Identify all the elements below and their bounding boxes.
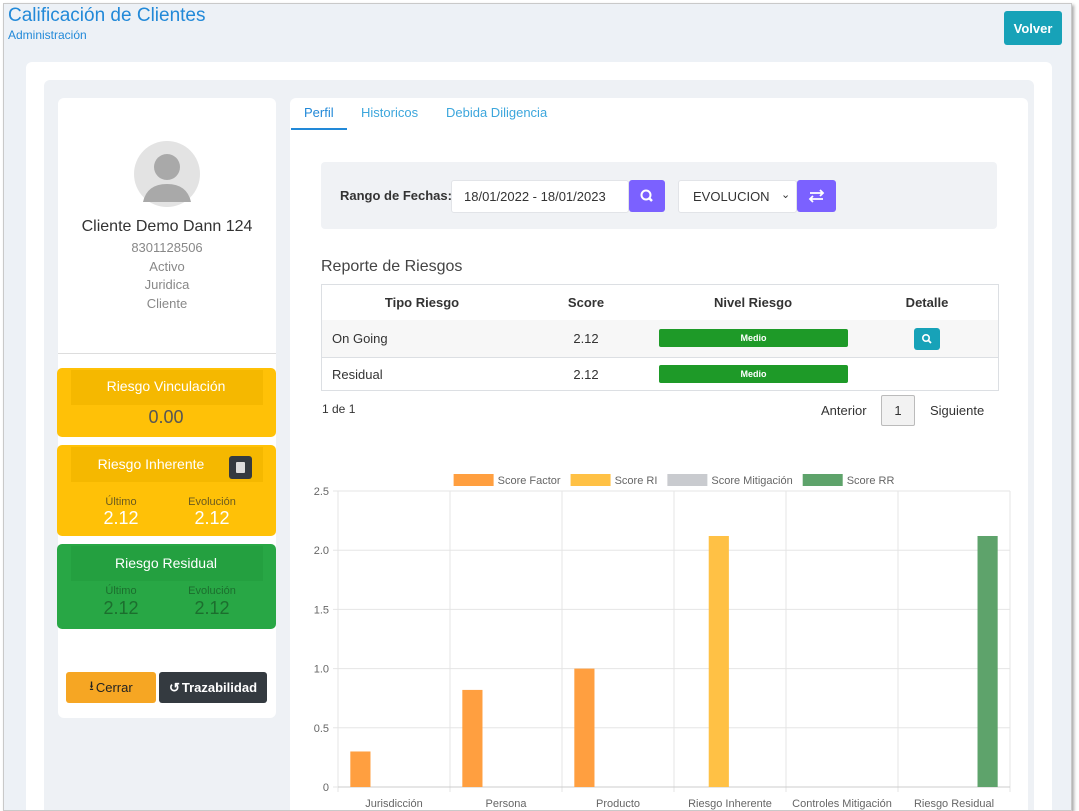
window: Calificación de Clientes Administración … xyxy=(3,3,1072,811)
x-tick-label: Persona xyxy=(486,798,528,810)
previous-page[interactable]: Anterior xyxy=(821,403,867,418)
avatar xyxy=(134,141,200,207)
bar xyxy=(350,751,371,787)
client-role: Cliente xyxy=(146,296,188,311)
close-button[interactable]: ⭳ Cerrar xyxy=(66,672,156,703)
y-tick-label: 0 xyxy=(323,782,329,794)
x-tick-label: Controles Mitigación xyxy=(792,798,892,810)
cell: Residual xyxy=(332,367,383,382)
mode-value: EVOLUCION xyxy=(693,189,770,204)
search-button[interactable] xyxy=(629,180,665,212)
legend-label: Score RI xyxy=(615,475,658,487)
trace-button[interactable]: ↺ Trazabilidad xyxy=(159,672,267,703)
column-header: Detalle xyxy=(905,295,949,310)
y-tick-label: 2.5 xyxy=(314,486,329,498)
date-range: 18/01/2022 - 18/01/2023 xyxy=(464,189,606,204)
cell: 2.12 xyxy=(573,331,599,346)
tab[interactable]: Debida Diligencia xyxy=(446,105,548,120)
detail-button[interactable] xyxy=(914,328,940,350)
legend-swatch xyxy=(802,474,843,486)
tab[interactable]: Historicos xyxy=(361,105,419,120)
y-tick-label: 1.5 xyxy=(314,604,329,616)
page-number[interactable]: 1 xyxy=(881,395,915,426)
breadcrumb[interactable]: Administración xyxy=(8,28,87,42)
evolution-value: 2.12 xyxy=(194,508,230,528)
x-tick-label: Producto xyxy=(596,798,640,810)
risk-card: Riesgo Inherente Último 2.12 Evolución 2… xyxy=(57,445,276,536)
y-tick-label: 1.0 xyxy=(314,664,329,676)
risk-table: Tipo Riesgo Score Nivel Riesgo Detalle O… xyxy=(321,284,999,391)
x-tick-label: Jurisdicción xyxy=(365,798,422,810)
client-name: Cliente Demo Dann 124 xyxy=(81,218,253,235)
next-page[interactable]: Siguiente xyxy=(930,403,985,418)
mode-select[interactable]: EVOLUCION ⌄ xyxy=(678,180,797,213)
client-type: Juridica xyxy=(144,277,190,292)
card-header xyxy=(71,370,263,405)
page-title: Calificación de Clientes xyxy=(8,5,206,26)
x-tick-label: Riesgo Inherente xyxy=(688,798,772,810)
column-header: Score xyxy=(567,295,605,310)
cell: 2.12 xyxy=(573,367,599,382)
calculator-button[interactable] xyxy=(229,456,252,479)
legend-swatch xyxy=(570,474,611,486)
button-label: Cerrar xyxy=(95,680,133,695)
report-title: Reporte de Riesgos xyxy=(321,258,463,275)
filter-label: Rango de Fechas: xyxy=(340,188,452,203)
card-header xyxy=(71,546,263,581)
chart: 0 0.5 1.0 1.5 2.0 2.5 Jurisdicción Persona Produ… xyxy=(314,474,1011,810)
y-tick-label: 0.5 xyxy=(314,723,329,735)
bar xyxy=(708,535,729,787)
bar xyxy=(977,535,998,787)
back-button[interactable]: Volver xyxy=(1004,11,1062,45)
evolution-label: Evolución xyxy=(188,496,236,508)
client-id: 8301128506 xyxy=(131,240,203,255)
level-badge: Medio xyxy=(659,365,848,383)
legend-swatch xyxy=(667,474,708,486)
card-value: 0.00 xyxy=(148,407,184,427)
button-label: Trazabilidad xyxy=(181,680,258,695)
y-tick-label: 2.0 xyxy=(314,545,329,557)
swap-button[interactable] xyxy=(797,180,836,212)
column-header: Nivel Riesgo xyxy=(713,295,793,310)
divider xyxy=(58,353,276,354)
active-tab-underline xyxy=(291,128,347,130)
level-badge: Medio xyxy=(659,329,848,347)
legend-swatch xyxy=(453,474,494,486)
bar xyxy=(462,689,483,787)
cell: On Going xyxy=(332,331,388,346)
evolution-label: Evolución xyxy=(188,585,236,597)
column-header: Tipo Riesgo xyxy=(384,295,460,310)
last-value: 2.12 xyxy=(103,508,139,528)
evolution-value: 2.12 xyxy=(194,598,230,618)
date-input[interactable]: 18/01/2022 - 18/01/2023 xyxy=(451,180,629,213)
card-title: Riesgo Residual xyxy=(115,555,217,571)
bar xyxy=(574,668,595,787)
last-label: Último xyxy=(105,496,137,508)
last-value: 2.12 xyxy=(103,598,139,618)
page-summary: 1 de 1 xyxy=(322,402,356,416)
legend-label: Score RR xyxy=(847,475,895,487)
card-title: Riesgo Vinculación xyxy=(106,378,226,394)
client-status: Activo xyxy=(149,259,185,274)
tab[interactable]: Perfil xyxy=(304,105,334,120)
x-tick-label: Riesgo Residual xyxy=(914,798,994,810)
risk-card: Riesgo Vinculación 0.00 xyxy=(57,368,276,437)
risk-card: Riesgo Residual Último 2.12 Evolución 2.… xyxy=(57,544,276,629)
card-title: Riesgo Inherente xyxy=(97,456,205,472)
legend-label: Score Mitigación xyxy=(711,475,792,487)
legend-label: Score Factor xyxy=(498,475,561,487)
last-label: Último xyxy=(105,585,137,597)
